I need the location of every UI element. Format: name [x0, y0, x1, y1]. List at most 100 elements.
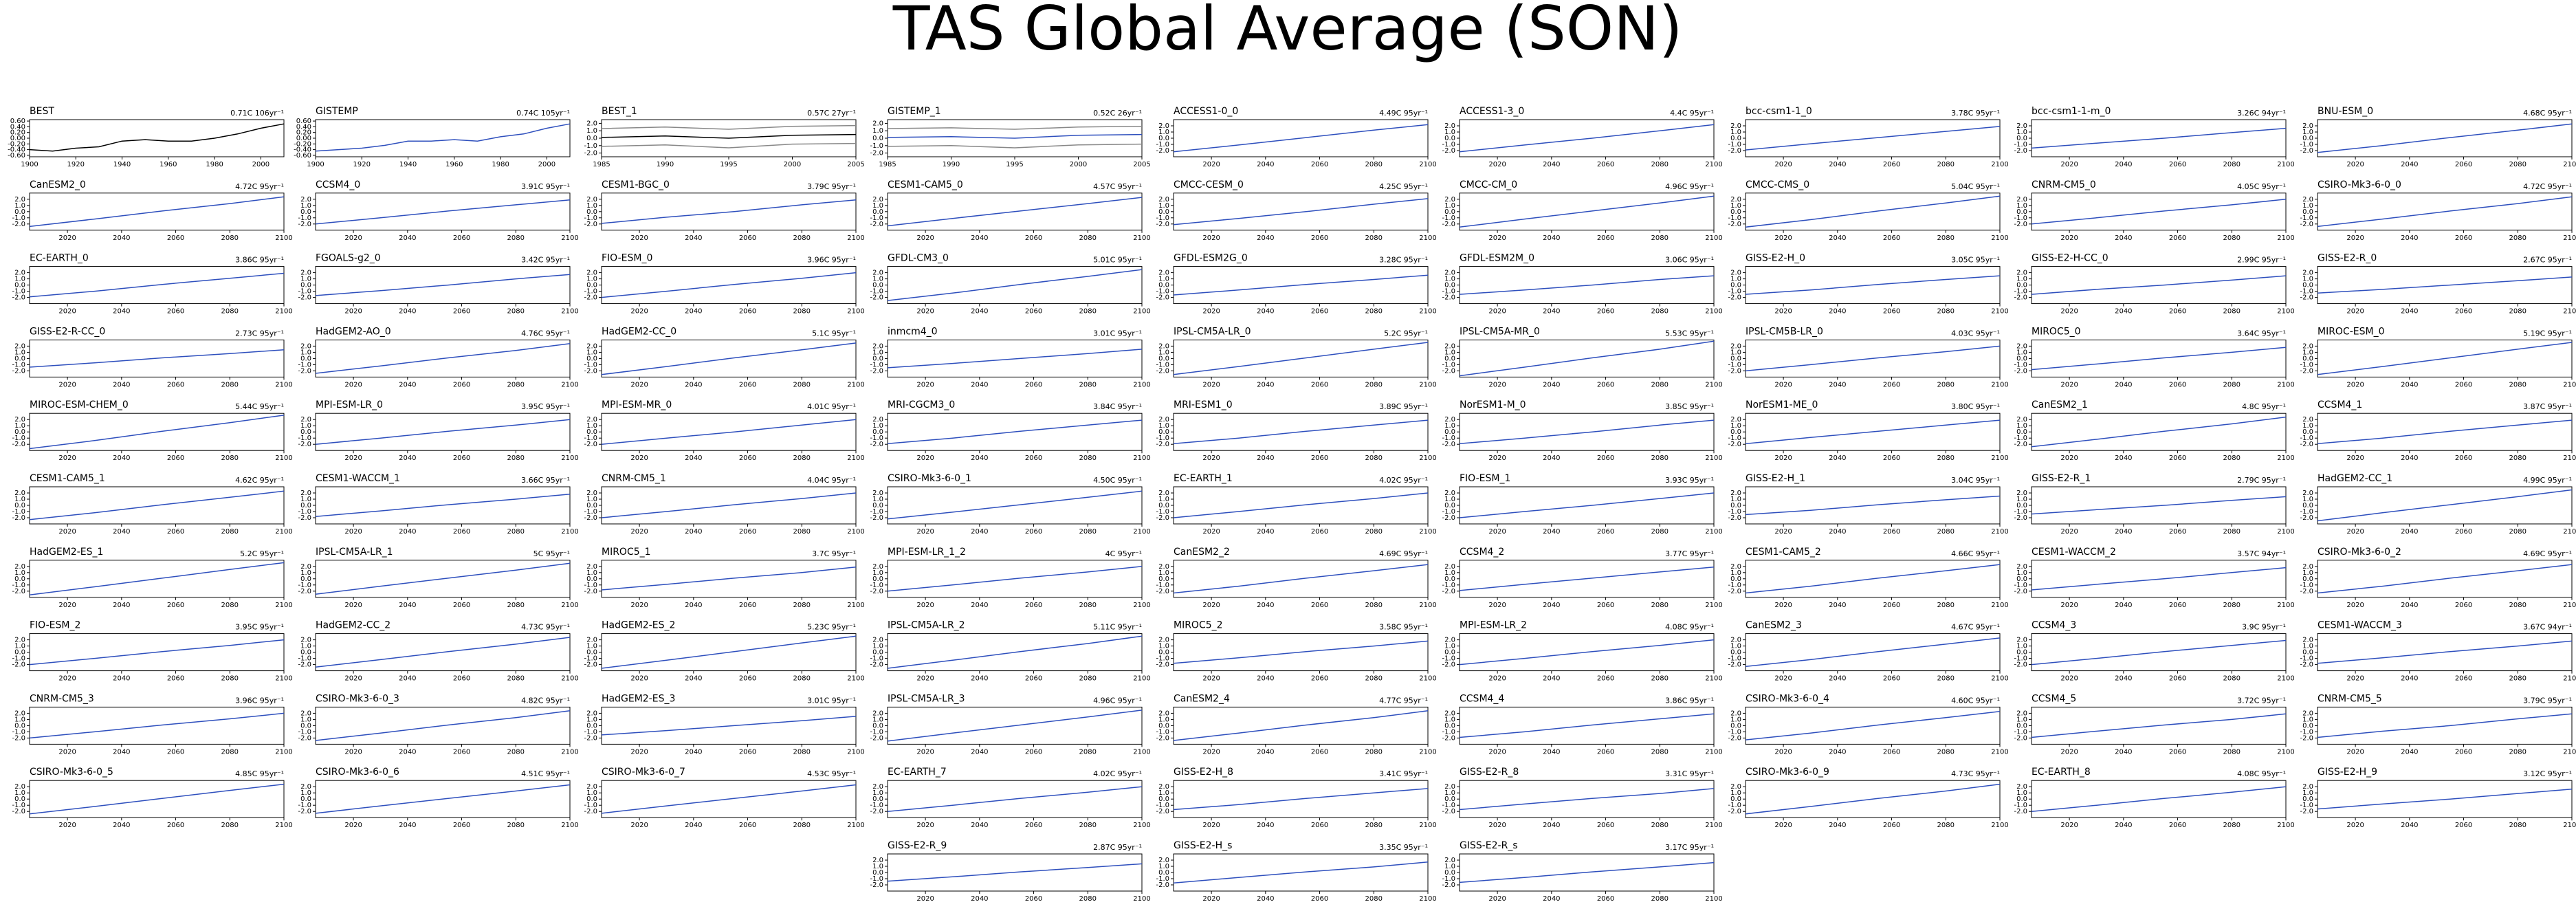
x-tick-label: 2060: [1883, 381, 1900, 388]
panel-title: MIROC-ESM-CHEM_0: [30, 399, 129, 410]
y-tick-label: 0.0: [586, 428, 597, 436]
x-tick-label: 2100: [2563, 602, 2576, 609]
trend-label: 4.49C 95yr⁻¹: [1379, 109, 1428, 118]
x-tick-label: 2100: [1133, 381, 1150, 388]
y-tick-label: -2.0: [870, 734, 883, 742]
y-tick-label: -1.0: [584, 582, 597, 589]
trend-label: 3.01C 95yr⁻¹: [1093, 329, 1142, 338]
y-tick-label: 1.0: [1444, 202, 1455, 210]
x-tick-label: 2060: [1025, 381, 1042, 388]
x-tick-label: 2080: [507, 822, 525, 829]
x-tick-label: 2060: [453, 308, 470, 316]
x-tick-label: 2020: [1774, 675, 1792, 683]
y-tick-label: 2.0: [2302, 416, 2313, 424]
y-tick-label: 2.0: [1158, 196, 1169, 204]
y-tick-label: -1.0: [298, 288, 311, 296]
y-tick-label: 1.0: [872, 202, 883, 210]
y-tick-label: 0.0: [2302, 135, 2313, 142]
x-tick-label: 2040: [113, 675, 130, 683]
y-tick-label: 1.0: [1730, 643, 1741, 650]
x-tick-label: 2080: [793, 675, 811, 683]
y-tick-label: 2.0: [300, 710, 311, 717]
x-tick-label: 2060: [1311, 895, 1328, 903]
y-tick-label: 0.0: [300, 795, 311, 803]
x-tick-label: 2040: [1543, 528, 1560, 536]
x-tick-label: 2020: [1774, 602, 1792, 609]
y-tick-label: 1.0: [1444, 129, 1455, 136]
y-tick-label: -2.0: [870, 294, 883, 302]
x-tick-label: 2080: [1937, 822, 1955, 829]
y-tick-label: -1.0: [870, 288, 883, 296]
y-tick-label: -2.0: [2300, 221, 2313, 228]
y-tick-label: -2.0: [870, 661, 883, 669]
y-tick-label: 1.0: [300, 349, 311, 356]
y-tick-label: -2.0: [1442, 661, 1455, 669]
x-tick-label: 2040: [971, 675, 988, 683]
x-tick-label: 1990: [943, 161, 960, 168]
trend-label: 3.64C 95yr⁻¹: [2237, 329, 2286, 338]
y-tick-label: -1.0: [1442, 802, 1455, 809]
y-tick-label: -2.0: [1728, 147, 1741, 155]
y-tick-label: 1.0: [872, 422, 883, 430]
y-tick-label: -2.0: [2014, 734, 2027, 742]
x-tick-label: 2100: [1991, 822, 2008, 829]
x-tick-label: 2060: [1025, 528, 1042, 536]
x-tick-label: 2020: [1774, 161, 1792, 168]
y-tick-label: -1.0: [1156, 875, 1169, 883]
x-tick-label: 2040: [1257, 234, 1274, 242]
series-line: [315, 784, 571, 814]
x-tick-label: 2040: [399, 528, 416, 536]
y-tick-label: 1.0: [2016, 202, 2027, 210]
y-tick-label: 1.0: [2016, 349, 2027, 356]
x-tick-label: 2100: [1133, 528, 1150, 536]
x-tick-label: 2040: [1543, 602, 1560, 609]
y-tick-label: -2.0: [2300, 514, 2313, 522]
y-tick-label: -1.0: [1156, 655, 1169, 663]
trend-label: 4.66C 95yr⁻¹: [1951, 549, 2000, 558]
trend-label: 4.69C 95yr⁻¹: [2523, 549, 2572, 558]
x-tick-label: 2100: [2277, 381, 2294, 388]
y-tick-label: 1.0: [2302, 129, 2313, 136]
panel-title: IPSL-CM5A-MR_0: [1460, 326, 1540, 337]
y-tick-label: 2.0: [1158, 783, 1169, 791]
y-tick-label: -2.0: [1728, 661, 1741, 669]
y-tick-label: 2.0: [2016, 490, 2027, 497]
x-tick-label: 2020: [1488, 748, 1506, 756]
x-tick-label: 2080: [1937, 161, 1955, 168]
x-tick-label: 2060: [1025, 602, 1042, 609]
panel-title: GISS-E2-H_9: [2318, 767, 2377, 778]
y-tick-label: -1.0: [2300, 508, 2313, 516]
x-tick-label: 1990: [657, 161, 674, 168]
y-tick-label: 1.0: [2302, 422, 2313, 430]
y-tick-label: -2.0: [584, 441, 597, 448]
x-tick-label: 2040: [1257, 161, 1274, 168]
series-line: [601, 272, 857, 298]
y-tick-label: 1.0: [2302, 716, 2313, 723]
y-tick-label: 2.0: [1158, 342, 1169, 350]
x-tick-label: 2020: [916, 602, 934, 609]
series-line: [29, 415, 285, 450]
series-line: [887, 786, 1143, 812]
x-tick-label: 2020: [1774, 308, 1792, 316]
x-tick-label: 2040: [1543, 161, 1560, 168]
series-line: [887, 143, 1143, 149]
x-tick-label: 2040: [685, 602, 702, 609]
x-tick-label: 2040: [2401, 161, 2418, 168]
x-tick-label: 2080: [793, 602, 811, 609]
y-tick-label: 0.0: [1444, 795, 1455, 803]
y-tick-label: 1.0: [2016, 643, 2027, 650]
x-tick-label: 2080: [2223, 381, 2241, 388]
y-tick-label: 2.0: [14, 196, 25, 204]
x-tick-label: 2040: [399, 675, 416, 683]
y-tick-label: 1.0: [1444, 276, 1455, 283]
x-tick-label: 2100: [2277, 748, 2294, 756]
x-tick-label: 2060: [1883, 748, 1900, 756]
x-tick-label: 2060: [453, 675, 470, 683]
trend-label: 4.77C 95yr⁻¹: [1379, 696, 1428, 705]
y-tick-label: 2.0: [872, 563, 883, 571]
series-line: [2317, 419, 2573, 445]
y-tick-label: -2.0: [1442, 147, 1455, 155]
y-tick-label: 1.0: [2016, 789, 2027, 797]
x-tick-label: 2100: [1419, 675, 1436, 683]
x-tick-label: 2060: [167, 675, 184, 683]
